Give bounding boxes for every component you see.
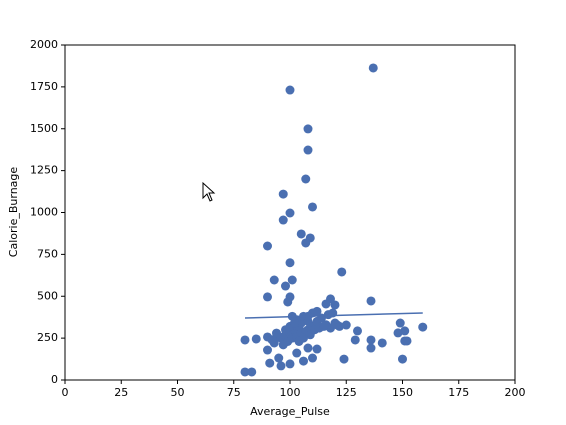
scatter-point [350,335,360,345]
scatter-point [274,353,284,363]
scatter-point [303,145,313,155]
scatter-point [299,356,308,366]
y-tick-label: 250 [37,331,58,344]
scatter-point [278,189,288,199]
scatter-point [263,241,272,251]
scatter-point [301,174,311,184]
scatter-point [353,326,362,336]
scatter-point [247,367,257,377]
scatter-point [319,321,329,331]
scatter-point [308,353,317,363]
trend-line [244,312,423,319]
scatter-point [287,275,297,285]
scatter-point [393,328,403,338]
x-tick-label: 100 [280,386,301,399]
scatter-point [285,85,295,95]
scatter-point [265,358,275,368]
x-tick-label: 75 [227,386,241,399]
scatter-point [402,336,412,346]
y-tick-label: 1750 [30,80,58,93]
x-tick-label: 175 [448,386,469,399]
y-axis-label: Calorie_Burnage [7,167,20,258]
scatter-point [283,297,293,307]
scatter-point [303,343,313,353]
scatter-point [330,300,340,310]
scatter-point [398,354,407,364]
scatter-point [395,318,405,328]
x-tick-label: 25 [114,386,128,399]
scatter-point [285,208,295,218]
scatter-point [276,361,286,371]
scatter-point [251,334,261,344]
scatter-point [418,322,428,332]
scatter-point [366,335,376,345]
x-tick-label: 125 [336,386,357,399]
scatter-point [281,325,290,335]
scatter-point [296,229,306,239]
y-tick-label: 750 [37,247,58,260]
scatter-point [285,359,295,369]
scatter-point [240,367,250,377]
x-tick-label: 50 [171,386,185,399]
scatter-point [240,335,250,345]
scatter-point [301,238,311,248]
scatter-point [339,354,349,364]
scatter-point [292,348,302,358]
scatter-point [312,344,322,354]
scatter-point [308,202,317,212]
x-axis-label: Average_Pulse [250,405,330,418]
y-tick-label: 500 [37,289,58,302]
scatter-point [299,333,308,343]
scatter-point [366,296,376,306]
scatter-point [321,299,331,309]
scatter-point [341,320,351,330]
mouse-cursor [202,181,216,202]
scatter-point [263,292,272,302]
y-tick-label: 0 [51,373,58,386]
x-tick-label: 0 [62,386,69,399]
scatter-point [335,321,344,331]
x-tick-label: 150 [392,386,413,399]
scatter-point [368,63,378,73]
y-tick-label: 1250 [30,164,58,177]
scatter-point [337,267,347,277]
scatter-point [278,215,288,225]
scatter-point [281,281,290,291]
plot-frame [64,44,516,381]
y-tick-label: 1000 [30,206,58,219]
scatter-point [272,328,281,338]
y-tick-label: 1500 [30,122,58,135]
y-tick-label: 2000 [30,38,58,51]
scatter-point [278,340,288,350]
scatter-point [263,345,272,355]
scatter-point [269,275,279,285]
scatter-point [377,338,387,348]
scatter-point [285,258,295,268]
scatter-point [400,326,410,336]
scatter-point [267,335,277,345]
scatter-point [366,343,376,353]
scatter-point [312,306,322,316]
scatter-point [303,124,313,134]
x-tick-label: 200 [505,386,526,399]
